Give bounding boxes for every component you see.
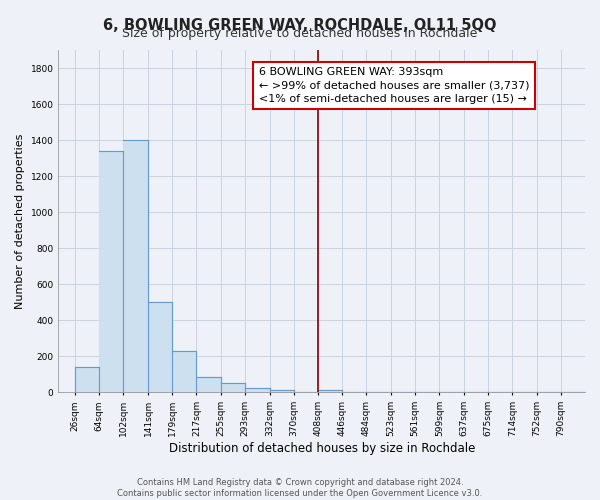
Text: Contains HM Land Registry data © Crown copyright and database right 2024.
Contai: Contains HM Land Registry data © Crown c… bbox=[118, 478, 482, 498]
Text: 6 BOWLING GREEN WAY: 393sqm
← >99% of detached houses are smaller (3,737)
<1% of: 6 BOWLING GREEN WAY: 393sqm ← >99% of de… bbox=[259, 67, 529, 104]
Text: 6, BOWLING GREEN WAY, ROCHDALE, OL11 5QQ: 6, BOWLING GREEN WAY, ROCHDALE, OL11 5QQ bbox=[103, 18, 497, 32]
X-axis label: Distribution of detached houses by size in Rochdale: Distribution of detached houses by size … bbox=[169, 442, 475, 455]
Y-axis label: Number of detached properties: Number of detached properties bbox=[15, 134, 25, 309]
Text: Size of property relative to detached houses in Rochdale: Size of property relative to detached ho… bbox=[122, 28, 478, 40]
